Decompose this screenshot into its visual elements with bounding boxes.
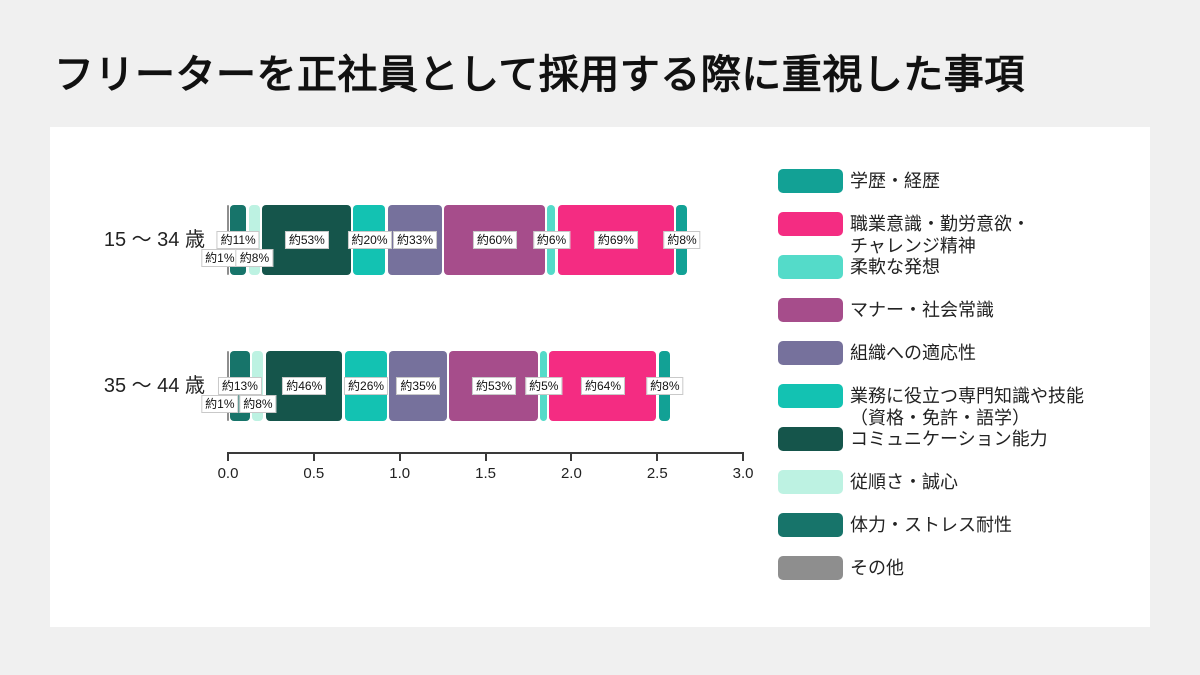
legend-item: 従順さ・誠心 (778, 470, 1148, 513)
x-axis-tick-label: 1.5 (475, 465, 496, 482)
legend-swatch (778, 470, 843, 494)
legend-swatch (778, 427, 843, 451)
value-label: 約53% (471, 377, 516, 395)
legend-label: その他 (850, 558, 904, 578)
page-title: フリーターを正社員として採用する際に重視した事項 (54, 53, 1025, 97)
legend-swatch (778, 212, 843, 236)
legend-item: コミュニケーション能力 (778, 427, 1148, 470)
legend-item: 柔軟な発想 (778, 255, 1148, 298)
value-label: 約60% (472, 231, 517, 249)
legend-swatch (778, 341, 843, 365)
legend-label: 職業意識・勤労意欲・ チャレンジ精神 (850, 214, 1030, 256)
x-axis-tick (398, 454, 401, 461)
value-label: 約33% (392, 231, 438, 249)
x-axis-line (227, 452, 745, 454)
legend-item: その他 (778, 556, 1148, 599)
chart-card: 15 ～ 34 歳約1% 約11% 約8% 約53% 約20% 約33% 約60% 約6% 約6… (50, 127, 1150, 627)
legend-item: 体力・ストレス耐性 (778, 513, 1148, 556)
value-label: 約53% (284, 231, 329, 249)
legend-item: 業務に役立つ専門知識や技能 （資格・免許・語学） (778, 384, 1148, 428)
legend-swatch (778, 384, 843, 408)
x-axis-tick-label: 1.0 (389, 465, 411, 482)
legend-swatch (778, 255, 843, 279)
legend-label: マナー・社会常識 (850, 300, 994, 320)
legend-label: 組織への適応性 (850, 343, 976, 363)
value-label: 約8% (663, 231, 701, 249)
legend-swatch (778, 298, 843, 322)
value-label: 約20% (347, 231, 392, 249)
legend-item: 職業意識・勤労意欲・ チャレンジ精神 (778, 212, 1148, 256)
x-axis-tick (656, 454, 659, 461)
value-label: 約8% (646, 377, 684, 395)
value-label: 約5% (525, 377, 563, 395)
value-label: 約35% (396, 377, 441, 395)
bar-category-label: 35 ～ 44 歳 (103, 375, 205, 397)
legend-label: 業務に役立つ専門知識や技能 （資格・免許・語学） (850, 386, 1084, 428)
value-label: 約26% (344, 377, 389, 395)
value-label: 約1% (201, 249, 239, 267)
value-label: 約8% (239, 395, 277, 413)
value-label: 約69% (593, 231, 638, 249)
x-axis-tick-label: 2.0 (560, 465, 582, 482)
legend-swatch (778, 556, 843, 580)
legend-label: コミュニケーション能力 (850, 429, 1048, 449)
x-axis-tick (742, 454, 745, 461)
x-axis-tick (570, 454, 573, 461)
value-label: 約11% (216, 231, 260, 249)
value-label: 約46% (282, 377, 327, 395)
legend-item: マナー・社会常識 (778, 298, 1148, 341)
chart-legend: 学歴・経歴職業意識・勤労意欲・ チャレンジ精神 柔軟な発想マナー・社会常識 組織への適… (778, 169, 1148, 599)
value-label: 約6% (532, 231, 571, 249)
legend-label: 体力・ストレス耐性 (850, 515, 1012, 535)
x-axis-tick-label: 2.5 (646, 465, 668, 482)
bar-category-label: 15 ～ 34 歳 (103, 229, 205, 251)
x-axis-tick (484, 454, 487, 461)
value-label: 約64% (581, 377, 626, 395)
x-axis-tick-label: 0.5 (303, 465, 325, 482)
value-label: 約1% (201, 395, 239, 413)
legend-label: 柔軟な発想 (850, 257, 940, 277)
legend-swatch (778, 513, 843, 537)
x-axis-tick-label: 0.0 (217, 465, 239, 482)
legend-swatch (778, 169, 843, 193)
legend-label: 従順さ・誠心 (850, 472, 958, 492)
legend-label: 学歴・経歴 (850, 171, 940, 191)
value-label: 約8% (235, 249, 274, 267)
legend-item: 組織への適応性 (778, 341, 1148, 384)
legend-item: 学歴・経歴 (778, 169, 1148, 212)
x-axis-tick-label: 3.0 (732, 465, 754, 482)
x-axis-tick (312, 454, 315, 461)
x-axis-tick (227, 454, 229, 461)
plot-area: 15 ～ 34 歳約1% 約11% 約8% 約53% 約20% 約33% 約60% 約6% 約6… (50, 127, 1150, 627)
value-label: 約13% (217, 377, 262, 395)
